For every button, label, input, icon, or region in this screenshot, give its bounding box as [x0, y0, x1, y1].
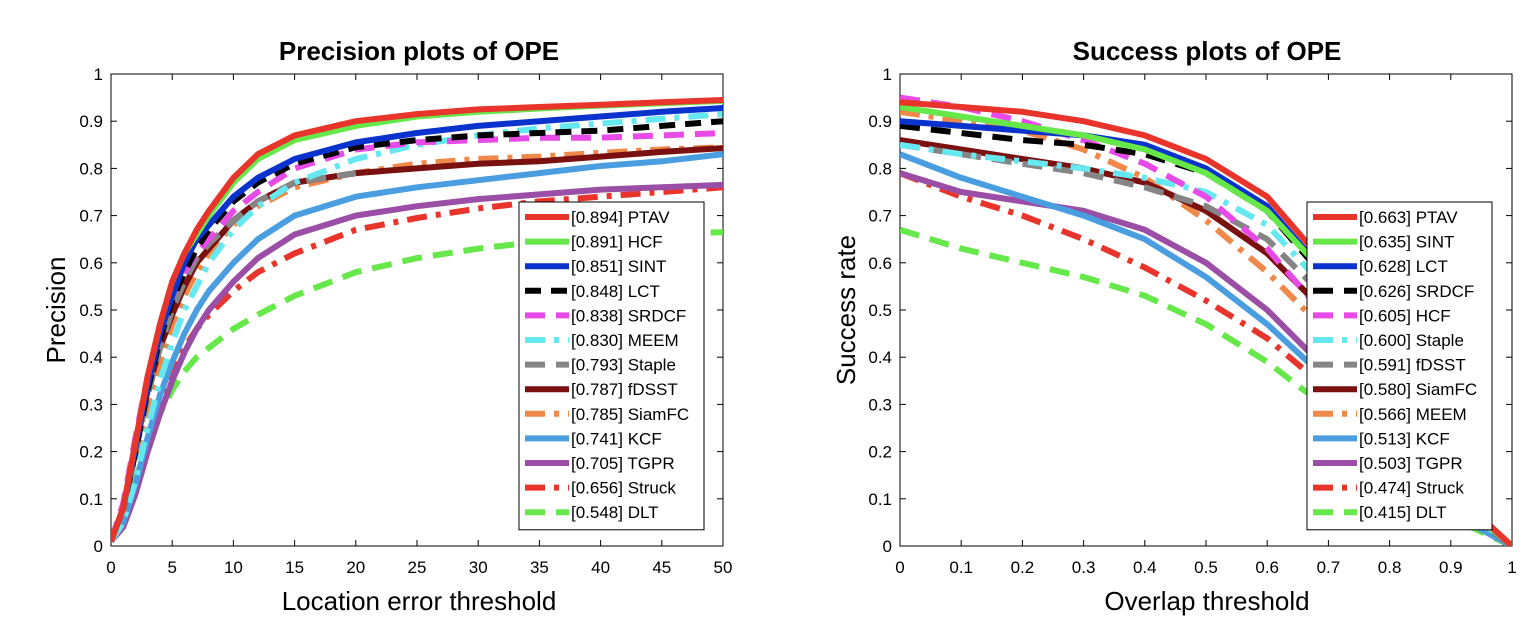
- success-series-line-staple: [900, 141, 1512, 546]
- success-xtick-label: 0.4: [1133, 558, 1157, 577]
- precision-legend-label-sint: [0.851] SINT: [571, 257, 666, 276]
- precision-legend-label-lct: [0.848] LCT: [571, 282, 660, 301]
- precision-ytick-label: 0.8: [79, 159, 103, 178]
- success-legend-label-fdsst: [0.591] fDSST: [1359, 356, 1466, 375]
- precision-xtick-label: 45: [652, 558, 671, 577]
- success-xtick-label: 0.6: [1255, 558, 1279, 577]
- precision-ytick-label: 0.4: [79, 348, 103, 367]
- success-series-line-struck: [900, 170, 1512, 546]
- precision-xtick-label: 25: [408, 558, 427, 577]
- precision-ytick-label: 0.9: [79, 112, 103, 131]
- success-xtick-label: 1: [1507, 558, 1516, 577]
- precision-chart: Precision plots of OPE 0 5 10 15 20 25 30 35 40 4…: [41, 36, 732, 616]
- precision-series-line-ptav: [111, 97, 723, 543]
- precision-series-line-lct: [111, 118, 723, 543]
- precision-xtick-label: 5: [167, 558, 176, 577]
- precision-legend-label-srdcf: [0.838] SRDCF: [571, 306, 686, 325]
- precision-series-line-kcf: [111, 151, 723, 543]
- precision-xlabel: Location error threshold: [282, 586, 557, 616]
- success-ytick-label: 0.5: [868, 301, 892, 320]
- success-xtick-label: 0.2: [1011, 558, 1035, 577]
- success-legend-label-lct: [0.628] LCT: [1359, 257, 1448, 276]
- precision-xtick-label: 30: [469, 558, 488, 577]
- precision-chart-title: Precision plots of OPE: [279, 36, 559, 66]
- precision-xtick-label: 50: [714, 558, 733, 577]
- precision-legend-label-kcf: [0.741] KCF: [571, 429, 662, 448]
- precision-legend-label-siamfc: [0.785] SiamFC: [571, 405, 689, 424]
- success-legend-label-staple: [0.600] Staple: [1359, 331, 1464, 350]
- success-xtick-label: 0.3: [1072, 558, 1096, 577]
- success-ytick-label: 0.1: [868, 490, 892, 509]
- precision-xtick-label: 35: [530, 558, 549, 577]
- precision-ytick-label: 0.3: [79, 395, 103, 414]
- success-legend-label-hcf: [0.605] HCF: [1359, 306, 1451, 325]
- success-legend-label-tgpr: [0.503] TGPR: [1359, 454, 1463, 473]
- precision-legend-label-fdsst: [0.787] fDSST: [571, 380, 678, 399]
- success-legend: [0.663] PTAV [0.635] SINT [0.628] LCT [0.62…: [1306, 201, 1493, 531]
- precision-ytick-label: 0.5: [79, 301, 103, 320]
- success-legend-label-ptav: [0.663] PTAV: [1359, 208, 1458, 227]
- precision-xtick-label: 0: [106, 558, 115, 577]
- success-ytick-label: 0: [883, 537, 892, 556]
- precision-legend-label-struck: [0.656] Struck: [571, 479, 676, 498]
- precision-legend: [0.894] PTAV [0.891] HCF [0.851] SINT [0.84…: [518, 201, 705, 531]
- success-ytick-label: 0.4: [868, 348, 892, 367]
- success-series-lines: [900, 94, 1512, 546]
- success-legend-label-dlt: [0.415] DLT: [1359, 503, 1447, 522]
- precision-legend-label-dlt: [0.548] DLT: [571, 503, 659, 522]
- success-ytick-label: 0.6: [868, 254, 892, 273]
- precision-legend-label-staple: [0.793] Staple: [571, 356, 676, 375]
- success-ytick-label: 0.3: [868, 395, 892, 414]
- success-legend-label-kcf: [0.513] KCF: [1359, 429, 1450, 448]
- success-xtick-label: 0.5: [1194, 558, 1218, 577]
- success-xtick-label: 0.7: [1317, 558, 1341, 577]
- precision-ticks: 0 5 10 15 20 25 30 35 40 45 50 0 0.1 0.2 0.3 0.4 0.5 0.6 0…: [79, 65, 732, 577]
- precision-legend-label-meem: [0.830] MEEM: [571, 331, 679, 350]
- success-chart: Success plots of OPE 0 0.1 0.2 0.3 0.4 0.5 0.6…: [831, 36, 1517, 616]
- precision-xtick-label: 20: [346, 558, 365, 577]
- precision-ylabel: Precision: [41, 257, 71, 364]
- precision-xtick-label: 40: [591, 558, 610, 577]
- success-ytick-label: 0.2: [868, 443, 892, 462]
- success-ytick-label: 0.7: [868, 207, 892, 226]
- precision-legend-label-hcf: [0.891] HCF: [571, 233, 663, 252]
- success-legend-box: [1306, 201, 1493, 531]
- success-series-line-dlt: [900, 226, 1512, 546]
- precision-ytick-label: 0.7: [79, 207, 103, 226]
- precision-xtick-label: 15: [285, 558, 304, 577]
- success-xtick-label: 0.9: [1439, 558, 1463, 577]
- precision-legend-box: [518, 201, 705, 531]
- success-legend-label-sint: [0.635] SINT: [1359, 233, 1454, 252]
- precision-ytick-label: 0.6: [79, 254, 103, 273]
- precision-ytick-label: 0.1: [79, 490, 103, 509]
- precision-xtick-label: 10: [224, 558, 243, 577]
- success-ytick-label: 0.9: [868, 112, 892, 131]
- precision-ytick-label: 0: [94, 537, 103, 556]
- success-ytick-label: 1: [883, 65, 892, 84]
- success-legend-label-siamfc: [0.580] SiamFC: [1359, 380, 1477, 399]
- precision-ytick-label: 1: [94, 65, 103, 84]
- success-legend-label-meem: [0.566] MEEM: [1359, 405, 1467, 424]
- success-xtick-label: 0: [895, 558, 904, 577]
- precision-legend-label-ptav: [0.894] PTAV: [571, 208, 670, 227]
- success-ytick-label: 0.8: [868, 159, 892, 178]
- success-chart-title: Success plots of OPE: [1073, 36, 1342, 66]
- success-xlabel: Overlap threshold: [1104, 586, 1309, 616]
- success-legend-label-srdcf: [0.626] SRDCF: [1359, 282, 1474, 301]
- precision-series-line-tgpr: [111, 181, 723, 544]
- precision-ytick-label: 0.2: [79, 443, 103, 462]
- success-legend-label-struck: [0.474] Struck: [1359, 479, 1464, 498]
- success-ylabel: Success rate: [831, 235, 861, 385]
- success-xtick-label: 0.1: [949, 558, 973, 577]
- success-xtick-label: 0.8: [1378, 558, 1402, 577]
- precision-legend-label-tgpr: [0.705] TGPR: [571, 454, 675, 473]
